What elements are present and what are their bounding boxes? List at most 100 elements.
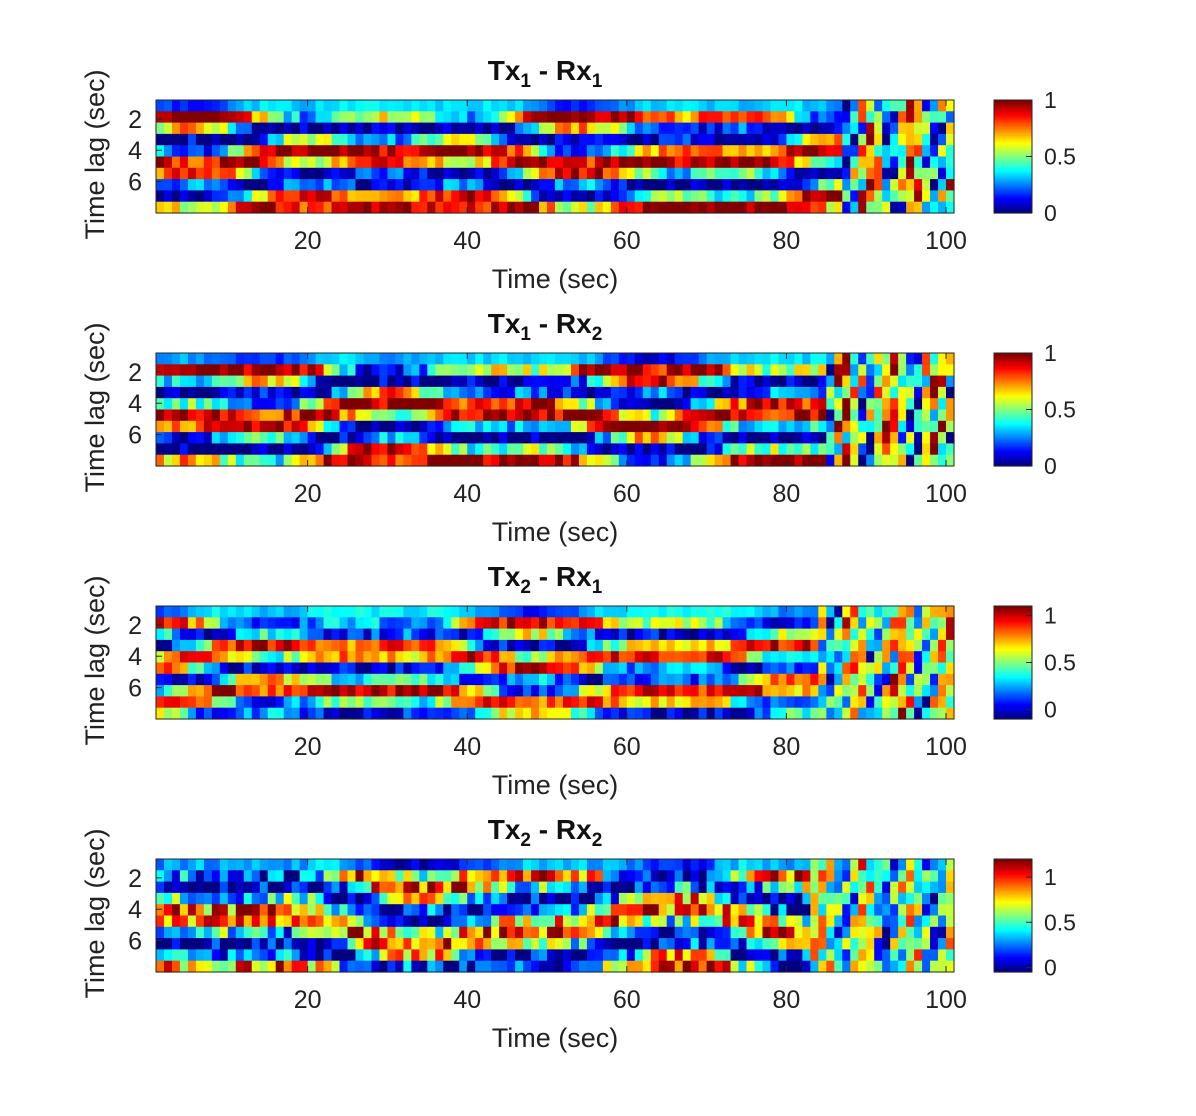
heatmap-cell xyxy=(762,949,772,962)
heatmap-cell xyxy=(491,443,500,456)
heatmap-cell xyxy=(738,409,748,422)
heatmap-cell xyxy=(483,870,492,883)
heatmap-cell xyxy=(267,443,277,456)
heatmap-cell xyxy=(291,696,301,709)
heatmap-cell xyxy=(363,870,373,883)
heatmap-cell xyxy=(938,201,947,214)
heatmap-cell xyxy=(746,100,756,112)
heatmap-cell xyxy=(363,364,373,377)
heatmap-cell xyxy=(275,386,285,399)
heatmap-cell xyxy=(890,938,899,950)
heatmap-cell xyxy=(555,443,564,456)
heatmap-cell xyxy=(187,606,197,618)
heatmap-cell xyxy=(227,443,237,456)
x-tick-label: 80 xyxy=(773,480,801,508)
heatmap-cell xyxy=(323,707,333,720)
heatmap-cell xyxy=(850,122,859,135)
heatmap-cell xyxy=(435,617,444,630)
heatmap-cell xyxy=(459,949,468,962)
colorbar-strip xyxy=(994,873,1032,876)
heatmap-cell xyxy=(650,915,660,928)
heatmap-cell xyxy=(810,398,819,411)
heatmap-cell xyxy=(930,409,939,422)
heatmap-cell xyxy=(634,685,644,697)
heatmap-cell xyxy=(618,133,628,146)
heatmap-cell xyxy=(203,881,213,894)
heatmap-cell xyxy=(235,904,245,917)
heatmap-cell xyxy=(618,443,628,456)
heatmap-cell xyxy=(714,915,724,928)
heatmap-cell xyxy=(770,167,780,180)
y-tick-label: 4 xyxy=(128,137,142,165)
heatmap-cell xyxy=(275,662,285,675)
heatmap-cell xyxy=(626,122,636,135)
heatmap-cell xyxy=(491,707,500,720)
heatmap-cell xyxy=(802,949,811,962)
heatmap-cell xyxy=(666,133,676,146)
heatmap-cell xyxy=(203,100,213,112)
heatmap-cell xyxy=(403,420,412,433)
heatmap-cell xyxy=(515,639,524,652)
heatmap-cell xyxy=(179,190,189,203)
colorbar-strip xyxy=(994,112,1032,115)
heatmap-cell xyxy=(307,375,317,388)
heatmap-cell xyxy=(515,122,524,135)
heatmap-cell xyxy=(187,375,197,388)
colorbar-strip xyxy=(994,370,1032,374)
heatmap-cell xyxy=(267,651,277,664)
heatmap-cell xyxy=(523,938,532,950)
heatmap-cell xyxy=(906,454,915,467)
heatmap-cell xyxy=(682,167,692,180)
heatmap-cell xyxy=(419,190,428,203)
heatmap-cell xyxy=(475,915,484,928)
heatmap-cell xyxy=(674,696,684,709)
heatmap-cell xyxy=(291,938,301,950)
heatmap-cell xyxy=(275,122,285,135)
heatmap-cell xyxy=(291,915,301,928)
heatmap-cell xyxy=(818,651,827,664)
x-tick-label: 100 xyxy=(925,227,967,255)
heatmap-cell xyxy=(395,179,404,191)
heatmap-cell xyxy=(243,859,253,871)
heatmap-cell xyxy=(738,443,748,456)
heatmap-cell xyxy=(491,949,500,962)
heatmap-cell xyxy=(171,892,181,905)
heatmap-cell xyxy=(203,892,213,905)
heatmap-cell xyxy=(946,662,955,675)
heatmap-cell xyxy=(858,420,867,433)
heatmap-cell xyxy=(539,606,548,618)
heatmap-cell xyxy=(946,432,955,444)
heatmap-cell xyxy=(275,673,285,686)
heatmap-cell xyxy=(243,179,253,191)
heatmap-cell xyxy=(634,892,644,905)
heatmap-cell xyxy=(403,673,412,686)
heatmap-cell xyxy=(427,454,436,467)
heatmap-cell xyxy=(163,904,173,917)
colorbar-strip xyxy=(994,919,1032,922)
heatmap-cell xyxy=(682,606,692,618)
heatmap-cell xyxy=(946,398,955,411)
heatmap-cell xyxy=(547,190,556,203)
heatmap-cell xyxy=(283,960,293,973)
heatmap-cell xyxy=(858,179,867,191)
heatmap-cell xyxy=(578,926,588,939)
colorbar-strip xyxy=(994,402,1032,405)
heatmap-cell xyxy=(371,201,381,214)
heatmap-cell xyxy=(219,628,229,641)
heatmap-cell xyxy=(203,707,213,720)
heatmap-cell xyxy=(275,364,285,377)
heatmap-cell xyxy=(475,375,484,388)
heatmap-cell xyxy=(810,353,819,365)
heatmap-cell xyxy=(555,364,564,377)
heatmap-cell xyxy=(914,122,923,135)
heatmap-cell xyxy=(427,892,436,905)
heatmap-cell xyxy=(387,606,396,618)
heatmap-cell xyxy=(251,892,261,905)
heatmap-cell xyxy=(770,859,780,871)
heatmap-cell xyxy=(786,606,795,618)
heatmap-cell xyxy=(179,870,189,883)
heatmap-cell xyxy=(283,201,293,214)
heatmap-cell xyxy=(379,949,389,962)
heatmap-cell xyxy=(507,859,516,871)
heatmap-cell xyxy=(722,707,732,720)
